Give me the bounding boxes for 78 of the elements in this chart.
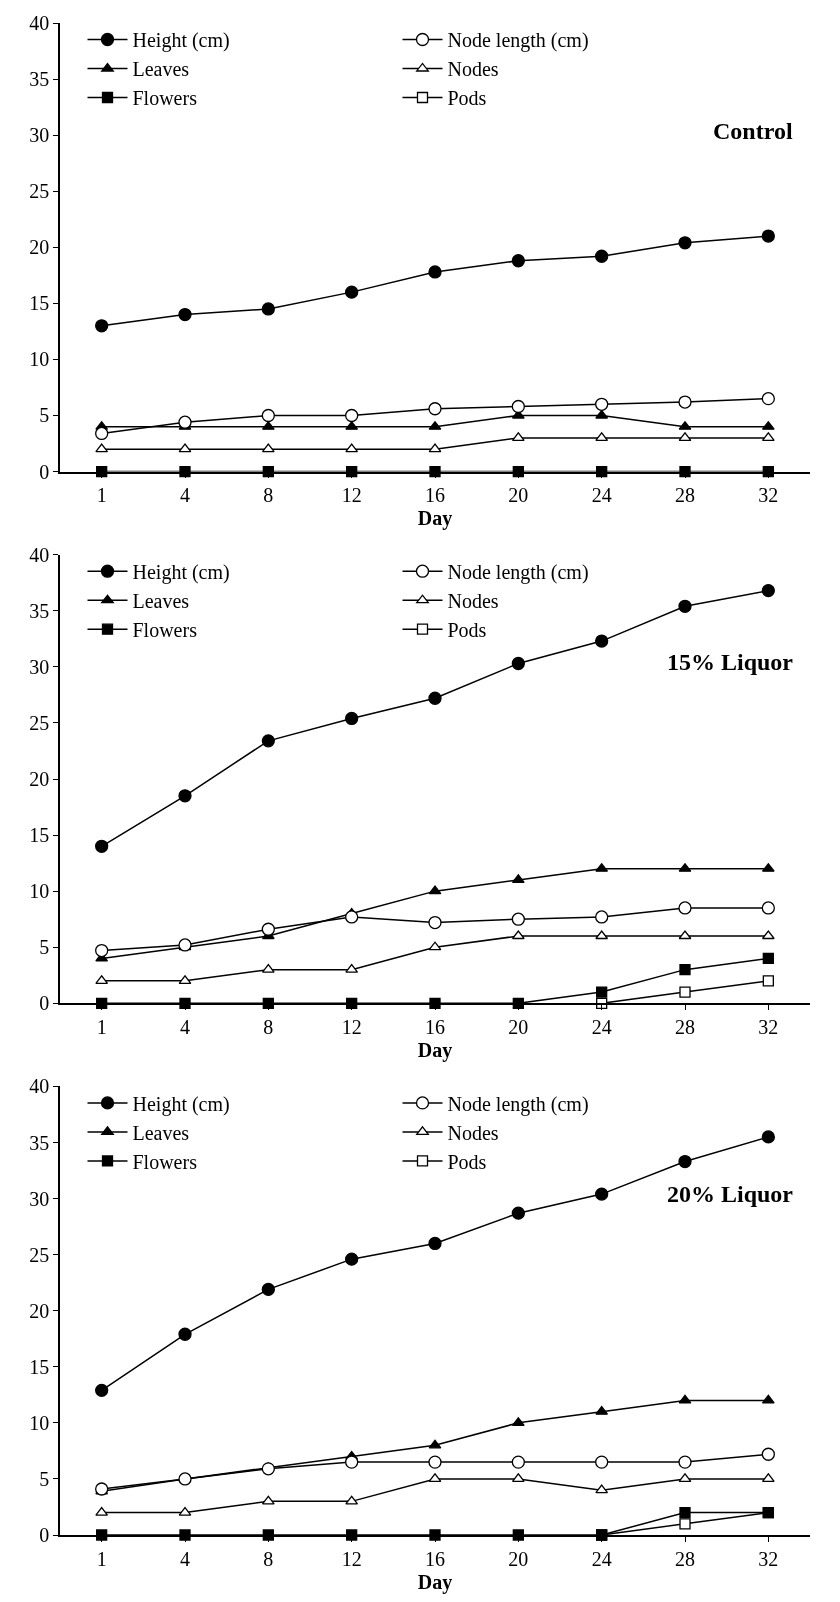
- y-tick-label: 0: [39, 992, 50, 1015]
- x-axis-title: Day: [417, 1570, 453, 1594]
- y-tick-label: 30: [29, 124, 50, 147]
- x-tick-label: 24: [591, 1016, 612, 1039]
- x-tick-label: 16: [425, 484, 445, 507]
- x-tick-label: 1: [96, 1547, 107, 1570]
- x-tick-label: 24: [591, 484, 612, 507]
- y-tick-label: 40: [29, 543, 50, 566]
- y-tick-label: 5: [39, 1467, 50, 1490]
- y-tick-label: 35: [29, 68, 50, 91]
- x-tick-label: 20: [508, 1547, 529, 1570]
- x-tick-label: 4: [180, 1547, 190, 1570]
- x-tick-label: 32: [758, 484, 779, 507]
- legend-label: Height (cm): [132, 29, 230, 53]
- legend-label: Node length (cm): [447, 561, 589, 584]
- x-tick-label: 28: [675, 484, 695, 507]
- x-tick-label: 4: [180, 1016, 190, 1039]
- y-tick-label: 35: [29, 1131, 50, 1154]
- x-tick-label: 32: [758, 1547, 779, 1570]
- y-tick-label: 10: [29, 348, 50, 371]
- x-tick-label: 20: [508, 484, 529, 507]
- legend-label: Flowers: [132, 619, 198, 641]
- legend-label: Node length (cm): [447, 29, 589, 53]
- legend-label: Pods: [447, 87, 487, 110]
- y-tick-label: 5: [39, 936, 50, 959]
- legend-label: Leaves: [132, 1121, 190, 1144]
- legend-label: Flowers: [132, 87, 198, 110]
- y-tick-label: 25: [29, 1243, 50, 1266]
- x-tick-label: 1: [96, 484, 107, 507]
- legend-label: Nodes: [447, 590, 499, 612]
- y-tick-label: 40: [29, 1075, 50, 1098]
- legend-label: Height (cm): [132, 1092, 230, 1116]
- x-tick-label: 1: [96, 1016, 107, 1039]
- y-tick-label: 0: [39, 460, 50, 483]
- x-tick-label: 20: [508, 1016, 529, 1039]
- x-tick-label: 24: [591, 1547, 612, 1570]
- y-tick-label: 20: [29, 768, 50, 790]
- x-tick-label: 4: [180, 484, 190, 507]
- y-tick-label: 10: [29, 880, 50, 903]
- x-tick-label: 28: [675, 1547, 695, 1570]
- x-tick-label: 12: [341, 1016, 362, 1039]
- legend-label: Height (cm): [132, 561, 230, 584]
- legend-label: Nodes: [447, 58, 499, 81]
- x-tick-label: 16: [425, 1547, 445, 1570]
- annotation: 20% Liquor: [667, 1181, 794, 1207]
- annotation: 15% Liquor: [667, 649, 794, 675]
- legend-label: Pods: [447, 619, 487, 641]
- x-axis-title: Day: [417, 1039, 453, 1063]
- y-tick-label: 20: [29, 1299, 50, 1322]
- x-axis-title: Day: [417, 507, 453, 531]
- x-tick-label: 8: [263, 484, 274, 507]
- y-tick-label: 25: [29, 180, 50, 203]
- y-tick-label: 35: [29, 599, 50, 622]
- x-tick-label: 8: [263, 1016, 274, 1039]
- legend-label: Leaves: [132, 58, 190, 81]
- y-tick-label: 15: [29, 292, 50, 315]
- y-tick-label: 40: [29, 12, 50, 34]
- x-tick-label: 16: [425, 1016, 445, 1039]
- legend-label: Leaves: [132, 590, 190, 612]
- legend-label: Pods: [447, 1150, 487, 1173]
- x-tick-label: 12: [341, 1547, 362, 1570]
- x-tick-label: 28: [675, 1016, 695, 1039]
- annotation: Control: [713, 118, 793, 144]
- x-tick-label: 8: [263, 1547, 274, 1570]
- y-tick-label: 0: [39, 1524, 50, 1546]
- y-tick-label: 25: [29, 711, 50, 734]
- legend-label: Nodes: [447, 1121, 499, 1144]
- y-tick-label: 30: [29, 1187, 50, 1210]
- y-tick-label: 30: [29, 655, 50, 678]
- x-tick-label: 12: [341, 484, 362, 507]
- y-tick-label: 15: [29, 1355, 50, 1378]
- y-tick-label: 20: [29, 236, 50, 259]
- legend-label: Flowers: [132, 1150, 198, 1173]
- legend-label: Node length (cm): [447, 1092, 589, 1116]
- x-tick-label: 32: [758, 1016, 779, 1039]
- y-tick-label: 15: [29, 824, 50, 847]
- y-tick-label: 5: [39, 404, 50, 427]
- y-tick-label: 10: [29, 1411, 50, 1434]
